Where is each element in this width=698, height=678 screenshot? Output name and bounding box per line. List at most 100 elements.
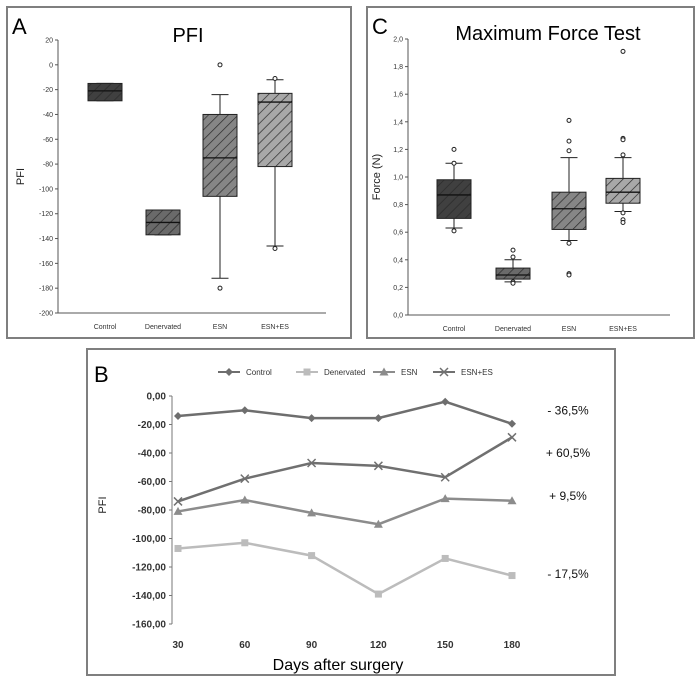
y-tick-label: -40 xyxy=(43,112,53,119)
triangle-marker xyxy=(379,367,389,376)
force-boxplot: C Maximum Force Test 2,0 1,8 1,6 1,4 1,2 1,0 0… xyxy=(371,14,670,333)
triangle-marker xyxy=(507,496,517,505)
x-marker xyxy=(439,367,449,377)
series-line-esn xyxy=(177,497,513,526)
outlier-point xyxy=(272,75,278,81)
x-tick-label: 150 xyxy=(437,640,454,651)
y-tick-label: -120,00 xyxy=(132,563,166,574)
change-annotation: - 36,5% xyxy=(547,403,589,417)
diamond-marker xyxy=(441,397,450,406)
series-line-esn-es xyxy=(177,436,513,503)
square-marker xyxy=(174,544,182,552)
outlier-point xyxy=(566,138,572,144)
x-tick-label: Control xyxy=(443,326,466,333)
panel-letter-c: C xyxy=(372,14,388,39)
y-tick-label: 1,0 xyxy=(393,175,403,182)
box-control xyxy=(436,179,472,219)
x-tick-label: ESN xyxy=(213,324,227,331)
y-tick-label: 1,2 xyxy=(393,147,403,154)
outlier-point xyxy=(620,210,626,216)
y-tick-label: 0,8 xyxy=(393,202,403,209)
y-tick-label: -140 xyxy=(39,236,53,243)
y-tick-label: -120 xyxy=(39,211,53,218)
outlier-point xyxy=(272,245,278,251)
x-marker xyxy=(307,458,317,468)
chart-title-a: PFI xyxy=(172,25,203,47)
square-marker xyxy=(508,572,516,580)
x-axis-label-b: Days after surgery xyxy=(273,657,404,674)
y-tick-label: -40,00 xyxy=(138,449,167,460)
panel-letter-a: A xyxy=(12,14,27,39)
y-tick-label: 0 xyxy=(49,62,53,69)
box-esn-es xyxy=(257,92,293,168)
panel-c: C Maximum Force Test 2,0 1,8 1,6 1,4 1,2 1,0 0… xyxy=(366,6,695,339)
box-control xyxy=(87,82,123,102)
outlier-point xyxy=(620,152,626,158)
diamond-marker xyxy=(174,411,182,420)
x-marker xyxy=(173,496,183,506)
outlier-point xyxy=(566,272,572,278)
triangle-marker xyxy=(240,495,250,504)
x-tick-label: ESN+ES xyxy=(261,324,289,331)
y-tick-label: 0,00 xyxy=(147,392,167,403)
x-marker xyxy=(440,472,450,482)
y-tick-label: -180 xyxy=(39,286,53,293)
panel-a: A PFI 20 0 -20 -40 -60 -80 -100 -120 -140 -160 -18… xyxy=(6,6,352,339)
outlier-point xyxy=(566,148,572,154)
y-tick-label: 1,8 xyxy=(393,64,403,71)
x-tick-label: Denervated xyxy=(495,326,531,333)
x-tick-label: Denervated xyxy=(145,324,181,331)
y-axis-label: PFI xyxy=(97,496,109,513)
y-tick-label: 1,4 xyxy=(393,119,403,126)
triangle-marker xyxy=(373,519,383,528)
square-marker xyxy=(241,539,249,547)
y-tick-label: 2,0 xyxy=(393,37,403,44)
outlier-point xyxy=(510,280,516,286)
x-marker xyxy=(373,461,383,471)
x-marker xyxy=(240,474,250,484)
y-tick-label: 0,2 xyxy=(393,285,403,292)
y-tick-label: -80 xyxy=(43,162,53,169)
series-line-denervated xyxy=(177,541,513,596)
y-tick-label: 20 xyxy=(45,38,53,45)
pfi-line-chart: B Days after surgery 0,00 -20,00 -40,00 -60… xyxy=(94,362,591,674)
triangle-marker xyxy=(440,494,450,503)
triangle-marker xyxy=(173,506,183,515)
y-tick-label: -160 xyxy=(39,261,53,268)
change-annotation: + 60,5% xyxy=(546,446,591,460)
outlier-point xyxy=(451,146,457,152)
y-tick-label: -160,00 xyxy=(132,620,166,631)
outlier-point xyxy=(451,160,457,166)
x-marker xyxy=(507,432,517,442)
legend-label: Control xyxy=(246,368,272,377)
panel-letter-b: B xyxy=(94,362,109,387)
y-tick-label: -20 xyxy=(43,87,53,94)
series-line-control xyxy=(177,400,513,425)
outlier-point xyxy=(566,240,572,246)
square-marker xyxy=(374,590,382,598)
y-tick-label: -60,00 xyxy=(138,477,167,488)
diamond-marker xyxy=(374,414,383,423)
y-tick-label: -60 xyxy=(43,137,53,144)
outlier-point xyxy=(510,254,516,260)
x-tick-label: 90 xyxy=(306,640,318,651)
box-esn xyxy=(551,191,587,230)
outlier-point xyxy=(451,228,457,234)
panel-b: B Days after surgery 0,00 -20,00 -40,00 -60… xyxy=(86,348,616,676)
box-denervated xyxy=(495,267,531,280)
x-tick-label: ESN+ES xyxy=(609,326,637,333)
outlier-point xyxy=(217,62,223,68)
legend-label: Denervated xyxy=(324,368,365,377)
box-esn xyxy=(202,113,238,197)
x-tick-label: 30 xyxy=(172,640,184,651)
diamond-marker xyxy=(240,406,249,415)
x-tick-label: 60 xyxy=(239,640,251,651)
y-axis-label: Force (N) xyxy=(371,154,383,200)
diamond-marker xyxy=(225,368,233,376)
pfi-boxplot: A PFI 20 0 -20 -40 -60 -80 -100 -120 -140 -160 -18… xyxy=(12,14,326,331)
diamond-marker xyxy=(307,414,316,423)
square-marker xyxy=(303,368,311,376)
outlier-point xyxy=(217,285,223,291)
y-tick-label: 0,0 xyxy=(393,313,403,320)
outlier-point xyxy=(510,247,516,253)
